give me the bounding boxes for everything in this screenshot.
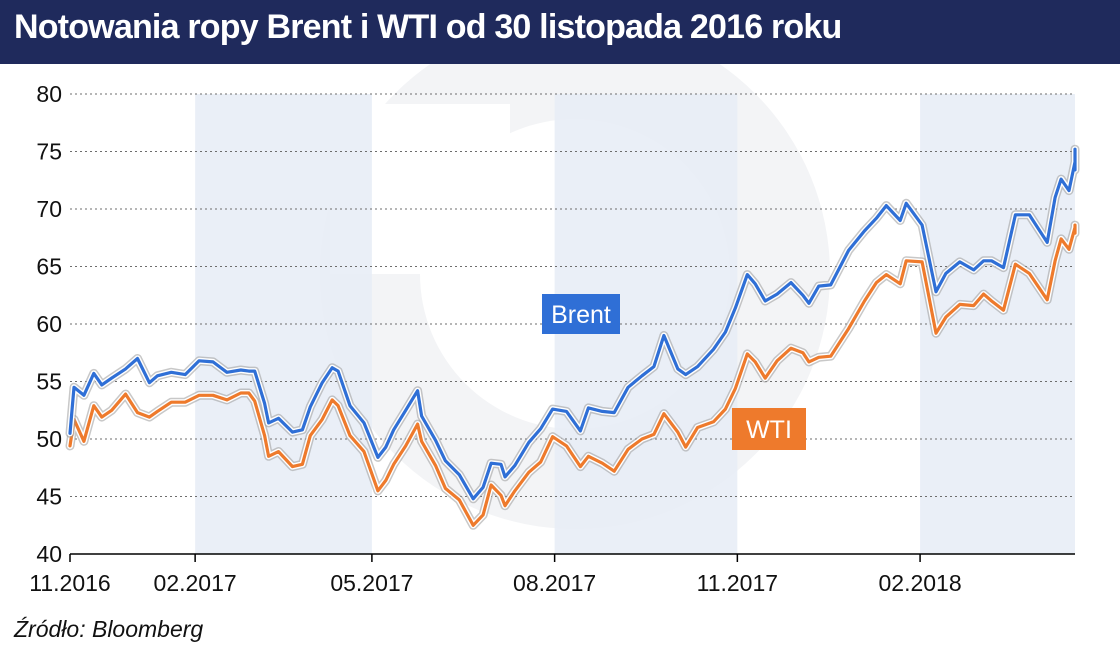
y-tick-label-60: 60 [36,311,62,337]
series-label-wti: WTI [746,416,792,444]
shaded-band-0 [195,94,372,554]
source-note: Źródło: Bloomberg [14,616,204,642]
series-labels: Brent WTI [542,294,806,450]
x-tick-label-11.2017: 11.2017 [697,570,778,596]
y-tick-label-45: 45 [36,484,62,510]
y-tick-label-65: 65 [36,254,62,280]
line-chart: 40 45 50 55 60 65 70 75 80 11.2016 02.2017 05.2017… [29,64,1080,596]
series-line-wti [68,223,1077,527]
series-label-box-wti [732,408,806,450]
y-tick-label-40: 40 [36,541,62,567]
y-tick-label-75: 75 [36,139,62,165]
series-label-box-brent [542,294,620,334]
y-axis: 40 45 50 55 60 65 70 75 80 [36,81,62,567]
y-tick-label-70: 70 [36,196,62,222]
series-line-brent [68,147,1077,501]
title-bar: Notowania ropy Brent i WTI od 30 listopa… [0,0,1120,64]
x-tick-label-08.2017: 08.2017 [513,570,596,596]
series-label-brent: Brent [551,301,611,329]
y-tick-label-50: 50 [36,426,62,452]
y-tick-label-55: 55 [36,369,62,395]
x-tick-label-05.2017: 05.2017 [330,570,413,596]
x-axis: 11.2016 02.2017 05.2017 08.2017 11.2017 02.20… [29,554,962,596]
x-tick-label-02.2017: 02.2017 [154,570,237,596]
chart-title: Notowania ropy Brent i WTI od 30 listopa… [14,8,842,46]
y-tick-label-80: 80 [36,81,62,107]
x-tick-label-11.2016: 11.2016 [29,570,110,596]
series-lines [65,144,1080,530]
x-tick-label-02.2018: 02.2018 [879,570,962,596]
